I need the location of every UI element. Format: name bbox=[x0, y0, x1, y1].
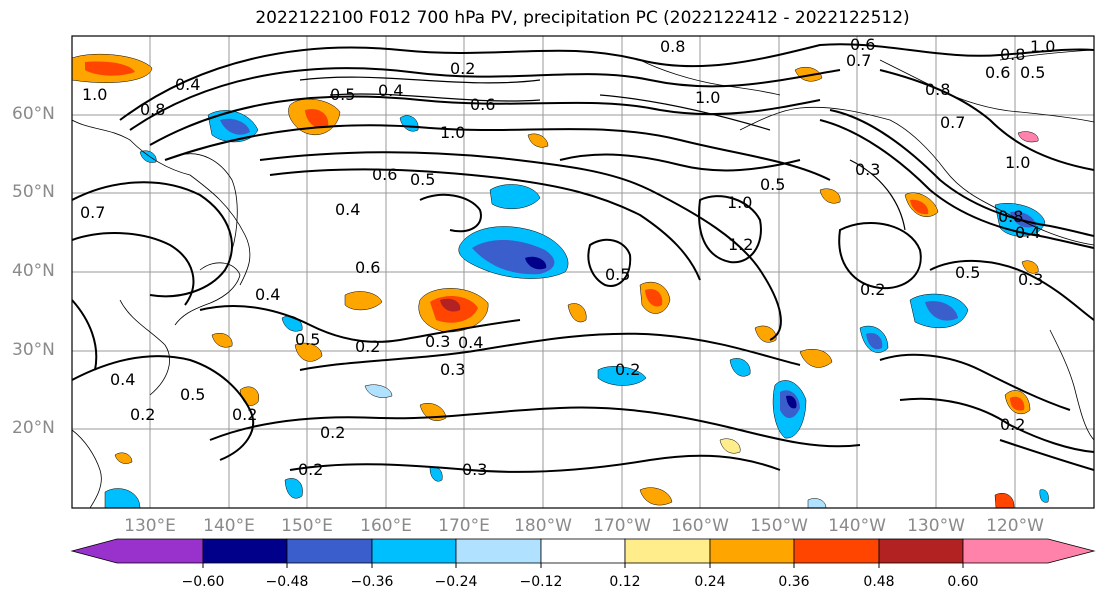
contour-label: 0.7 bbox=[846, 51, 871, 70]
contour-label: 1.0 bbox=[82, 85, 107, 104]
contour-label: 0.7 bbox=[80, 203, 105, 222]
colorbar-tick-label: −0.48 bbox=[265, 574, 309, 590]
contour-label: 0.4 bbox=[110, 370, 135, 389]
contour-label: 0.4 bbox=[255, 285, 280, 304]
contour-label: 0.4 bbox=[458, 333, 483, 352]
contour-label: 0.2 bbox=[860, 280, 885, 299]
contour-label: 0.8 bbox=[998, 207, 1023, 226]
colorbar-tick-label: 0.12 bbox=[609, 574, 641, 590]
lon-label: 140°E bbox=[203, 516, 255, 536]
contour-label: 0.6 bbox=[850, 35, 875, 54]
contour-label: 0.8 bbox=[660, 37, 685, 56]
colorbar-segment bbox=[371, 538, 457, 564]
colorbar-segment bbox=[793, 538, 880, 564]
lon-label: 120°W bbox=[986, 516, 1044, 536]
contour-label: 1.0 bbox=[1005, 153, 1030, 172]
contour-label: 0.2 bbox=[450, 59, 475, 78]
lat-label: 60°N bbox=[12, 104, 55, 124]
colorbar-segment bbox=[962, 538, 1096, 564]
colorbar-tick-label: 0.60 bbox=[947, 574, 979, 590]
map-frame bbox=[71, 35, 1095, 509]
lon-label: 130°W bbox=[907, 516, 965, 536]
contour-label: 0.8 bbox=[925, 80, 950, 99]
contour-label: 0.5 bbox=[605, 265, 630, 284]
colorbar-ticks bbox=[202, 563, 964, 568]
contour-label: 0.3 bbox=[425, 332, 450, 351]
colorbar-segment bbox=[624, 538, 711, 564]
precip-shading bbox=[72, 53, 1049, 508]
contour-label: 0.6 bbox=[355, 258, 380, 277]
contour-label: 1.2 bbox=[728, 235, 753, 254]
lon-label: 130°E bbox=[124, 516, 176, 536]
contour-label: 0.4 bbox=[175, 75, 200, 94]
contour-labels: 0.7 1.0 0.8 0.4 0.5 0.4 0.2 1.0 0.6 0.6 … bbox=[80, 35, 1055, 479]
contour-label: 0.2 bbox=[1000, 415, 1025, 434]
lon-label: 180°W bbox=[514, 516, 572, 536]
contour-label: 1.0 bbox=[695, 88, 720, 107]
contour-label: 0.8 bbox=[140, 100, 165, 119]
colorbar-tick-label: 0.48 bbox=[863, 574, 895, 590]
contour-label: 0.8 bbox=[1000, 45, 1025, 64]
map-content: 0.7 1.0 0.8 0.4 0.5 0.4 0.2 1.0 0.6 0.6 … bbox=[72, 35, 1094, 508]
lat-label: 20°N bbox=[12, 418, 55, 438]
lon-label: 160°W bbox=[671, 516, 729, 536]
contour-label: 0.4 bbox=[378, 81, 403, 100]
lat-label: 50°N bbox=[12, 182, 55, 202]
contour-label: 0.2 bbox=[615, 360, 640, 379]
colorbar-segment bbox=[878, 538, 964, 564]
contour-label: 0.6 bbox=[372, 165, 397, 184]
colorbar-tick-label: 0.24 bbox=[694, 574, 726, 590]
lat-label: 40°N bbox=[12, 261, 55, 281]
contour-label: 0.7 bbox=[940, 113, 965, 132]
contour-label: 0.6 bbox=[985, 63, 1010, 82]
contour-label: 0.5 bbox=[180, 385, 205, 404]
coastlines bbox=[72, 49, 1094, 508]
lon-label: 170°W bbox=[593, 516, 651, 536]
contour-label: 0.4 bbox=[335, 200, 360, 219]
pv-contours bbox=[72, 43, 1094, 473]
colorbar bbox=[70, 538, 1096, 564]
contour-label: 0.6 bbox=[470, 95, 495, 114]
map-title: 2022122100 F012 700 hPa PV, precipitatio… bbox=[255, 8, 910, 28]
contour-label: 0.5 bbox=[955, 263, 980, 282]
contour-label: 0.5 bbox=[410, 170, 435, 189]
lon-label: 140°W bbox=[828, 516, 886, 536]
colorbar-segment bbox=[202, 538, 288, 564]
contour-label: 1.0 bbox=[1030, 37, 1055, 56]
colorbar-tick-label: −0.60 bbox=[181, 574, 225, 590]
contour-label: 0.5 bbox=[330, 85, 355, 104]
contour-label: 0.5 bbox=[760, 175, 785, 194]
contour-label: 0.2 bbox=[355, 337, 380, 356]
contour-label: 0.2 bbox=[320, 423, 345, 442]
contour-label: 0.2 bbox=[232, 405, 257, 424]
colorbar-tick-label: −0.12 bbox=[519, 574, 563, 590]
contour-label: 0.2 bbox=[130, 405, 155, 424]
colorbar-tick-label: 0.36 bbox=[778, 574, 810, 590]
colorbar-tick-label: −0.24 bbox=[434, 574, 478, 590]
lat-label: 30°N bbox=[12, 340, 55, 360]
colorbar-segment bbox=[709, 538, 795, 564]
colorbar-tick-label: −0.36 bbox=[350, 574, 394, 590]
contour-label: 0.3 bbox=[1018, 270, 1043, 289]
colorbar-segment bbox=[455, 538, 542, 564]
contour-label: 0.3 bbox=[440, 360, 465, 379]
contour-label: 1.0 bbox=[727, 193, 752, 212]
contour-label: 0.5 bbox=[295, 330, 320, 349]
lon-label: 160°E bbox=[360, 516, 412, 536]
contour-label: 0.3 bbox=[855, 160, 880, 179]
lon-label: 150°E bbox=[281, 516, 333, 536]
colorbar-segment bbox=[286, 538, 373, 564]
pv-contours-thin bbox=[299, 76, 906, 231]
lon-label: 150°W bbox=[750, 516, 808, 536]
contour-label: 0.5 bbox=[1020, 63, 1045, 82]
contour-label: 0.3 bbox=[462, 460, 487, 479]
colorbar-segment bbox=[70, 538, 204, 564]
contour-label: 1.0 bbox=[440, 123, 465, 142]
colorbar-segment bbox=[540, 538, 626, 564]
lon-label: 170°E bbox=[438, 516, 490, 536]
contour-label: 0.4 bbox=[1015, 223, 1040, 242]
contour-label: 0.2 bbox=[298, 460, 323, 479]
gridlines bbox=[72, 36, 1094, 508]
